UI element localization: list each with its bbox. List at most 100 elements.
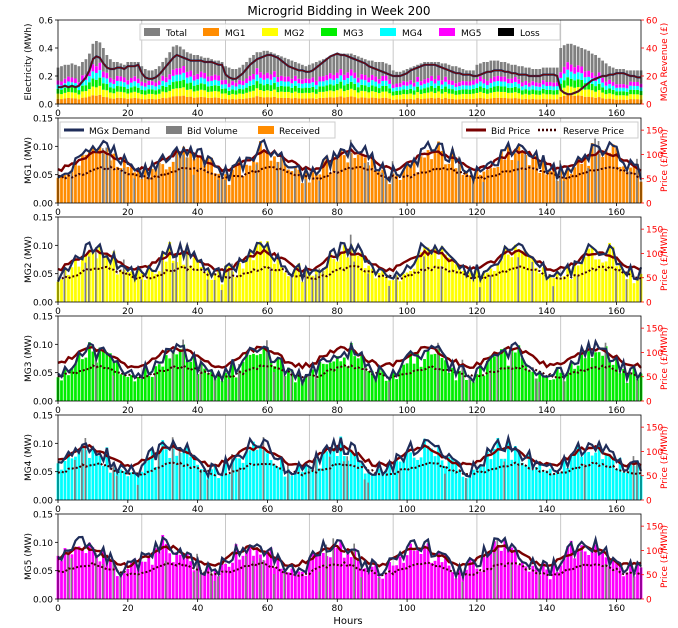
bar-mg1 xyxy=(157,98,161,104)
bar-mg1 xyxy=(538,99,542,104)
y2-tick-label: 0 xyxy=(646,299,652,309)
bar-bid-volume xyxy=(388,382,390,401)
bar-total xyxy=(147,70,151,81)
bar-mg1 xyxy=(636,99,639,104)
bar-bid-volume xyxy=(224,179,226,203)
bar-mg2 xyxy=(262,91,266,98)
bar-mg1 xyxy=(374,97,378,104)
y-tick-label: 0.10 xyxy=(33,440,53,450)
bar-total xyxy=(210,59,213,76)
bar-mg1 xyxy=(332,97,336,104)
bar-mg2 xyxy=(356,92,360,99)
bar-mg3 xyxy=(259,83,262,90)
bar-total xyxy=(573,45,577,68)
x-tick-label: 140 xyxy=(538,307,555,317)
bar-received xyxy=(266,152,269,203)
bar-mg1 xyxy=(266,97,269,104)
bar-received xyxy=(520,250,524,302)
bar-received xyxy=(618,166,622,203)
bar-received xyxy=(192,356,196,401)
bar-received xyxy=(325,364,329,401)
x-tick-label: 0 xyxy=(55,505,61,515)
bar-received xyxy=(541,267,545,302)
bar-mg5 xyxy=(538,83,542,87)
bar-mg1 xyxy=(447,98,451,104)
bar-mg3 xyxy=(101,83,105,90)
bar-bid-volume xyxy=(604,563,607,599)
bar-mg1 xyxy=(486,98,489,104)
bar-bid-volume xyxy=(273,372,275,401)
bar-mg5 xyxy=(126,80,130,85)
bar-received xyxy=(126,166,130,203)
bar-received xyxy=(346,366,350,401)
x-tick-label: 120 xyxy=(468,604,485,614)
bar-mg3 xyxy=(290,87,294,93)
bar-mg2 xyxy=(513,92,517,99)
bar-mg1 xyxy=(112,98,116,104)
bar-total xyxy=(335,53,339,73)
bar-bid-volume xyxy=(479,287,481,302)
bar-received xyxy=(632,164,636,203)
bar-mg1 xyxy=(426,98,430,104)
bar-mg4 xyxy=(335,78,339,84)
legend-label: MG3 xyxy=(343,29,363,39)
bar-mg4 xyxy=(402,85,405,90)
bar-mg1 xyxy=(210,97,213,104)
bar-received xyxy=(541,562,545,599)
bar-mg4 xyxy=(506,83,510,88)
bar-mg1 xyxy=(255,96,259,104)
x-tick-label: 100 xyxy=(399,505,416,515)
bar-received xyxy=(178,252,182,302)
bar-mg2 xyxy=(437,91,440,98)
bar-received xyxy=(475,374,479,401)
bar-received xyxy=(632,365,636,401)
bar-mg4 xyxy=(95,72,98,80)
bar-received xyxy=(618,457,622,500)
bar-received xyxy=(300,382,304,401)
bar-bid-volume xyxy=(262,437,265,500)
bar-received xyxy=(108,353,112,401)
bar-mg4 xyxy=(129,82,133,88)
bar-mg1 xyxy=(492,97,496,104)
bar-mg5 xyxy=(175,68,179,75)
bar-received xyxy=(304,575,308,599)
bar-mg4 xyxy=(143,86,147,91)
bar-mg5 xyxy=(245,78,248,84)
bar-mg1 xyxy=(311,98,315,104)
bar-received xyxy=(168,166,172,203)
bar-received xyxy=(255,449,259,500)
legend-label: Bid Price xyxy=(491,127,531,137)
bar-mg5 xyxy=(283,76,287,82)
bar-received xyxy=(269,547,273,599)
bar-mg5 xyxy=(377,79,381,84)
bar-mg4 xyxy=(580,73,584,80)
y-tick-label: 0.05 xyxy=(33,468,53,478)
bar-received xyxy=(433,246,437,302)
bar-received xyxy=(437,551,440,599)
bar-mg2 xyxy=(91,86,95,96)
bar-received xyxy=(520,358,524,401)
bar-mg2 xyxy=(185,89,189,97)
bar-received xyxy=(77,266,81,302)
bar-mg3 xyxy=(255,81,259,89)
bar-bid-volume xyxy=(576,275,579,302)
bar-bid-volume xyxy=(122,259,125,302)
bar-mg2 xyxy=(178,88,182,97)
bar-mg4 xyxy=(409,84,412,89)
bar-mg4 xyxy=(84,79,88,86)
bar-mg1 xyxy=(573,95,577,104)
bar-received xyxy=(513,244,517,302)
bar-mg2 xyxy=(133,91,137,98)
bar-mg3 xyxy=(206,86,210,92)
bar-bid-volume xyxy=(213,580,216,599)
bar-received xyxy=(492,167,496,203)
bar-received xyxy=(122,573,126,599)
bar-mg2 xyxy=(360,90,364,98)
bar-received xyxy=(164,169,168,203)
bar-received xyxy=(395,175,399,203)
bar-mg2 xyxy=(541,93,545,99)
bar-mg5 xyxy=(74,78,77,84)
bar-received xyxy=(81,258,84,302)
bar-mg5 xyxy=(290,78,294,84)
